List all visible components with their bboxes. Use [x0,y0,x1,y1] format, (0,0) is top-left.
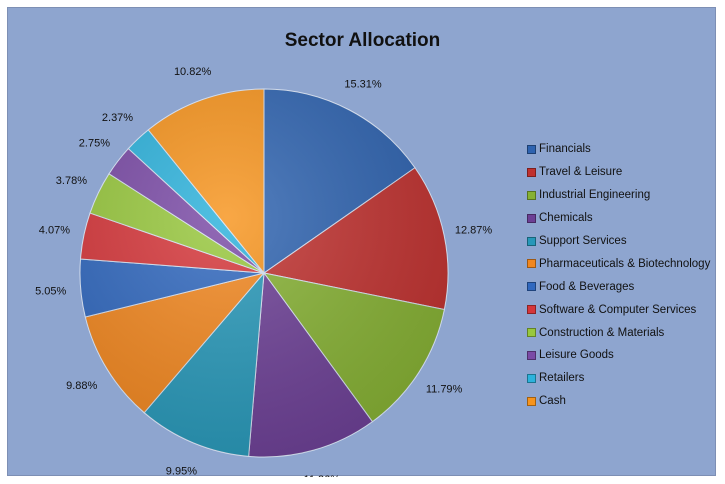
legend-swatch-10 [527,351,536,360]
legend-swatch-1 [527,145,536,154]
slice-label-1: 15.31% [344,78,382,90]
slice-label-10: 2.75% [79,138,110,150]
legend-label-2: Travel & Leisure [539,166,622,178]
legend: Financials Travel & Leisure Industrial Eng… [527,138,717,413]
slice-label-6: 9.88% [66,380,97,392]
legend-label-8: Software & Computer Services [539,304,696,316]
legend-swatch-5 [527,237,536,246]
legend-swatch-4 [527,214,536,223]
legend-item-7: Food & Beverages [527,275,717,298]
legend-item-4: Chemicals [527,207,717,230]
chart-area: Sector Allocation 15.31%12.87%11.79%11.3… [7,7,716,476]
legend-swatch-8 [527,305,536,314]
slice-label-9: 3.78% [56,175,87,187]
slice-label-5: 9.95% [166,465,197,477]
slice-label-12: 10.82% [174,66,212,78]
legend-label-4: Chemicals [539,212,593,224]
legend-swatch-6 [527,259,536,268]
legend-item-9: Construction & Materials [527,321,717,344]
legend-item-10: Leisure Goods [527,344,717,367]
legend-swatch-11 [527,374,536,383]
slice-label-2: 12.87% [455,225,493,237]
legend-item-3: Industrial Engineering [527,184,717,207]
legend-swatch-3 [527,191,536,200]
legend-label-7: Food & Beverages [539,281,634,293]
legend-item-6: Pharmaceuticals & Biotechnology [527,252,717,275]
slice-label-11: 2.37% [102,112,133,124]
legend-label-9: Construction & Materials [539,327,664,339]
legend-label-1: Financials [539,143,591,155]
legend-item-2: Travel & Leisure [527,161,717,184]
legend-label-3: Industrial Engineering [539,189,650,201]
legend-label-6: Pharmaceuticals & Biotechnology [539,258,710,270]
legend-item-8: Software & Computer Services [527,298,717,321]
legend-item-1: Financials [527,138,717,161]
legend-label-11: Retailers [539,372,584,384]
legend-swatch-7 [527,282,536,291]
slice-label-8: 4.07% [39,225,70,237]
legend-label-5: Support Services [539,235,627,247]
legend-item-12: Cash [527,390,717,413]
slice-label-4: 11.36% [304,474,341,477]
slice-label-3: 11.79% [426,384,463,396]
legend-label-10: Leisure Goods [539,349,614,361]
legend-swatch-2 [527,168,536,177]
legend-swatch-9 [527,328,536,337]
legend-item-11: Retailers [527,367,717,390]
legend-swatch-12 [527,397,536,406]
slice-label-7: 5.05% [35,286,66,298]
legend-label-12: Cash [539,395,566,407]
legend-item-5: Support Services [527,230,717,253]
